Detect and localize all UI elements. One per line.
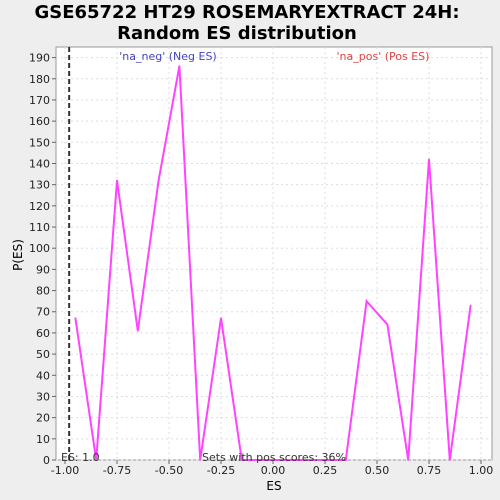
y-tick-label: 0 bbox=[43, 454, 50, 467]
data-point bbox=[407, 459, 410, 461]
data-point bbox=[261, 459, 264, 461]
x-tick-label: 1.00 bbox=[469, 464, 494, 477]
y-tick-label: 20 bbox=[36, 412, 50, 425]
x-tick-label: -0.25 bbox=[207, 464, 235, 477]
y-tick-label: 30 bbox=[36, 390, 50, 403]
data-point bbox=[428, 158, 430, 161]
y-tick-label: 50 bbox=[36, 348, 50, 361]
y-tick-label: 150 bbox=[29, 136, 50, 149]
y-tick-label: 120 bbox=[29, 200, 50, 213]
chart-title-line2: Random ES distribution bbox=[117, 23, 357, 44]
x-tick-label: -0.75 bbox=[103, 464, 131, 477]
x-tick-label: -1.00 bbox=[51, 464, 79, 477]
y-tick-label: 70 bbox=[36, 306, 50, 319]
y-tick-label: 140 bbox=[29, 157, 50, 170]
series-line bbox=[74, 65, 472, 461]
y-tick-label: 190 bbox=[29, 52, 50, 65]
plot-area bbox=[55, 46, 493, 461]
x-axis-label: ES bbox=[266, 479, 281, 493]
x-tick-label: -0.50 bbox=[155, 464, 183, 477]
legend-pos-label: 'na_pos' (Pos ES) bbox=[337, 50, 430, 63]
data-point bbox=[386, 323, 389, 326]
data-point bbox=[282, 459, 285, 461]
data-point bbox=[74, 317, 77, 319]
data-point bbox=[365, 300, 368, 302]
data-point bbox=[95, 459, 97, 461]
y-axis-label: P(ES) bbox=[11, 239, 25, 271]
x-tick-label: 0.50 bbox=[365, 464, 390, 477]
chart-title-line1: GSE65722 HT29 ROSEMARYEXTRACT 24H: bbox=[34, 2, 459, 23]
data-point bbox=[469, 304, 472, 307]
data-point bbox=[116, 179, 118, 182]
x-tick-label: 0.25 bbox=[313, 464, 338, 477]
pos-scores-annotation: Sets with pos scores: 36% bbox=[202, 451, 346, 464]
data-point bbox=[220, 317, 222, 319]
data-point bbox=[449, 459, 451, 461]
data-point bbox=[178, 65, 181, 67]
y-tick-label: 180 bbox=[29, 73, 50, 86]
es-marker-label: ES: 1.0 bbox=[61, 451, 100, 464]
series-layer bbox=[74, 65, 472, 461]
data-point bbox=[303, 459, 306, 461]
x-tick-label: 0.00 bbox=[261, 464, 286, 477]
y-tick-label: 80 bbox=[36, 285, 50, 298]
y-tick-label: 130 bbox=[29, 179, 50, 192]
data-point bbox=[345, 459, 347, 461]
y-tick-label: 40 bbox=[36, 369, 50, 382]
data-point bbox=[137, 330, 139, 332]
y-tick-label: 100 bbox=[29, 242, 50, 255]
y-tick-label: 60 bbox=[36, 327, 50, 340]
legend-neg-label: 'na_neg' (Neg ES) bbox=[119, 50, 216, 63]
y-tick-label: 170 bbox=[29, 94, 50, 107]
x-tick-label: 0.75 bbox=[417, 464, 442, 477]
grid bbox=[56, 47, 492, 461]
data-point bbox=[324, 459, 326, 461]
data-point bbox=[241, 459, 243, 461]
y-tick-label: 90 bbox=[36, 263, 50, 276]
y-tick-label: 160 bbox=[29, 115, 50, 128]
y-tick-label: 110 bbox=[29, 221, 50, 234]
axis-ticks: -1.00 -0.75 -0.50 -0.25 0.00 0.25 0.50 0.75 1.00… bbox=[29, 52, 493, 477]
y-tick-label: 10 bbox=[36, 433, 50, 446]
data-point bbox=[157, 179, 160, 182]
data-point bbox=[199, 459, 201, 461]
